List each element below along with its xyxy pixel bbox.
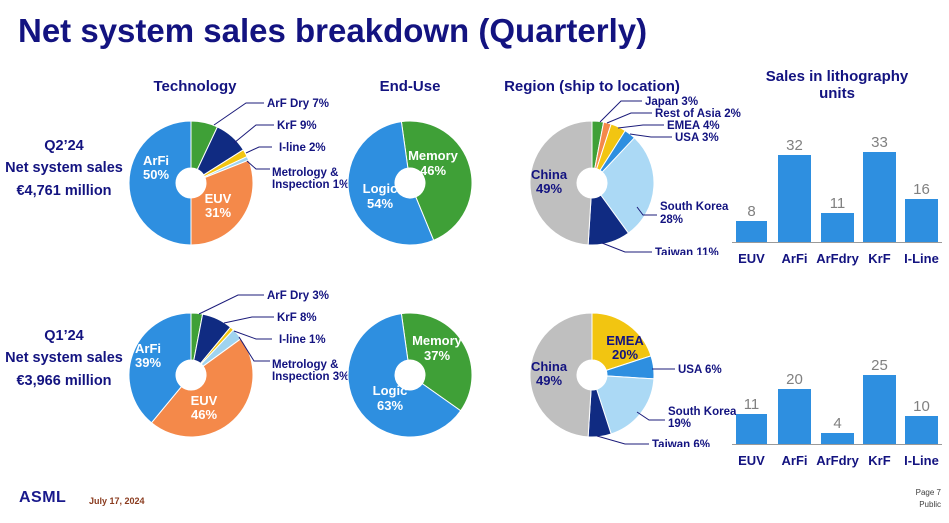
svg-text:ArFi: ArFi (143, 153, 169, 168)
svg-text:49%: 49% (536, 373, 562, 388)
svg-text:China: China (531, 167, 568, 182)
svg-text:China: China (531, 359, 568, 374)
svg-text:ArFi: ArFi (135, 341, 161, 356)
svg-text:37%: 37% (424, 348, 450, 363)
svg-text:KrF 8%: KrF 8% (277, 312, 317, 324)
svg-text:Memory: Memory (412, 333, 463, 348)
svg-text:19%: 19% (668, 418, 691, 430)
svg-text:63%: 63% (377, 398, 403, 413)
svg-text:20%: 20% (612, 347, 638, 362)
svg-text:Taiwan 6%: Taiwan 6% (652, 439, 710, 447)
svg-text:Taiwan 11%: Taiwan 11% (655, 247, 719, 255)
svg-text:USA 3%: USA 3% (675, 132, 719, 144)
svg-text:EMEA 4%: EMEA 4% (667, 120, 720, 132)
svg-text:Logic: Logic (363, 181, 398, 196)
svg-text:Japan 3%: Japan 3% (645, 96, 698, 108)
svg-text:South Korea: South Korea (668, 406, 737, 418)
svg-text:46%: 46% (191, 407, 217, 422)
svg-text:54%: 54% (367, 196, 393, 211)
svg-text:49%: 49% (536, 181, 562, 196)
svg-text:EMEA: EMEA (606, 333, 644, 348)
svg-text:39%: 39% (135, 355, 161, 370)
svg-text:31%: 31% (205, 205, 231, 220)
svg-text:KrF 9%: KrF 9% (277, 120, 317, 132)
svg-text:Logic: Logic (373, 383, 408, 398)
svg-text:46%: 46% (420, 163, 446, 178)
svg-text:USA 6%: USA 6% (678, 364, 722, 376)
svg-text:28%: 28% (660, 214, 683, 226)
svg-text:Rest of Asia 2%: Rest of Asia 2% (655, 108, 741, 120)
svg-text:South Korea: South Korea (660, 201, 729, 213)
svg-text:Memory: Memory (408, 148, 459, 163)
svg-text:EUV: EUV (205, 191, 232, 206)
svg-text:50%: 50% (143, 167, 169, 182)
svg-text:EUV: EUV (191, 393, 218, 408)
